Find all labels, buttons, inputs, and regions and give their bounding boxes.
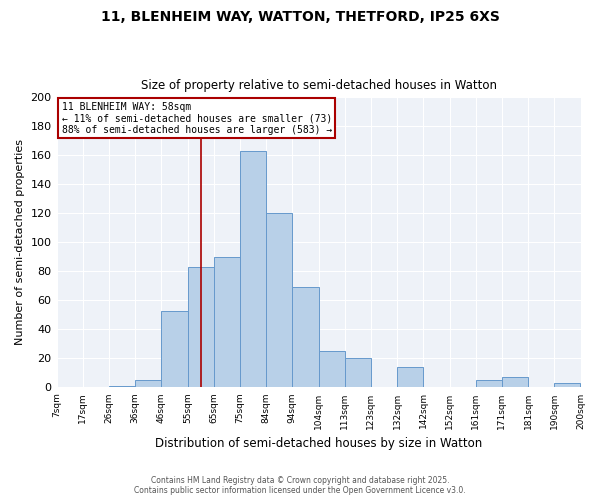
X-axis label: Distribution of semi-detached houses by size in Watton: Distribution of semi-detached houses by …: [155, 437, 482, 450]
Bar: [161, 310, 188, 388]
Bar: [240, 151, 266, 388]
Bar: [502, 378, 528, 388]
Bar: [188, 267, 214, 388]
Bar: [397, 367, 424, 388]
Bar: [292, 288, 319, 388]
Bar: [135, 380, 161, 388]
Bar: [109, 386, 135, 388]
Bar: [554, 383, 580, 388]
Y-axis label: Number of semi-detached properties: Number of semi-detached properties: [15, 140, 25, 346]
Bar: [345, 358, 371, 388]
Bar: [476, 380, 502, 388]
Title: Size of property relative to semi-detached houses in Watton: Size of property relative to semi-detach…: [140, 79, 497, 92]
Text: 11 BLENHEIM WAY: 58sqm
← 11% of semi-detached houses are smaller (73)
88% of sem: 11 BLENHEIM WAY: 58sqm ← 11% of semi-det…: [62, 102, 332, 135]
Bar: [214, 257, 240, 388]
Bar: [266, 214, 292, 388]
Text: Contains HM Land Registry data © Crown copyright and database right 2025.
Contai: Contains HM Land Registry data © Crown c…: [134, 476, 466, 495]
Text: 11, BLENHEIM WAY, WATTON, THETFORD, IP25 6XS: 11, BLENHEIM WAY, WATTON, THETFORD, IP25…: [101, 10, 499, 24]
Bar: [319, 351, 345, 388]
